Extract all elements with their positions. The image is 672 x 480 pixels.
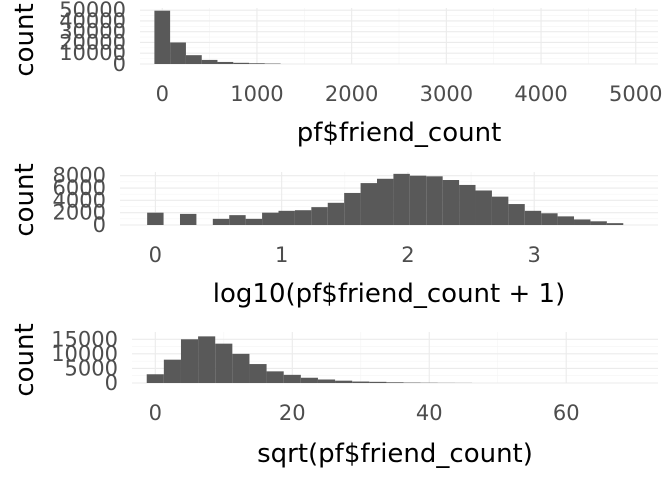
x-tick-label: 1 bbox=[275, 243, 288, 267]
y-tick-label: 8000 bbox=[53, 164, 106, 188]
histogram-bar bbox=[377, 178, 394, 225]
histogram-bar bbox=[179, 213, 197, 225]
histogram-bar bbox=[606, 223, 624, 225]
histogram-bar bbox=[393, 173, 410, 225]
histogram-bar bbox=[266, 371, 284, 383]
histogram-bar bbox=[327, 202, 345, 225]
histogram-bar bbox=[154, 10, 171, 65]
y-tick-label: 50000 bbox=[59, 0, 126, 22]
y-tick-label: 20000 bbox=[59, 30, 126, 54]
histogram-bar bbox=[590, 221, 607, 225]
histogram-bar bbox=[459, 184, 476, 225]
x-tick-label: 2000 bbox=[325, 82, 378, 106]
histogram-bar bbox=[541, 213, 558, 225]
y-tick-label: 15000 bbox=[51, 327, 118, 351]
histogram-bar bbox=[215, 343, 233, 383]
histogram-bar bbox=[574, 219, 591, 225]
y-tick-label: 5000 bbox=[65, 356, 118, 380]
histogram-bar bbox=[180, 339, 199, 383]
histogram-bar bbox=[232, 353, 250, 383]
y-tick-label: 40000 bbox=[59, 9, 126, 33]
y-tick-label: 0 bbox=[93, 213, 106, 237]
histogram-bar bbox=[317, 379, 336, 383]
histogram-bar bbox=[170, 42, 186, 64]
y-tick-label: 0 bbox=[105, 371, 118, 395]
y-tick-label: 0 bbox=[113, 52, 126, 76]
histogram-bar bbox=[278, 210, 295, 225]
histogram-bar bbox=[386, 382, 404, 383]
x-tick-label: 1000 bbox=[230, 82, 283, 106]
x-tick-label: 0 bbox=[149, 243, 162, 267]
histogram-bar bbox=[201, 59, 218, 64]
histogram-bar bbox=[198, 336, 216, 383]
x-tick-label: 60 bbox=[553, 401, 580, 425]
histogram-bar bbox=[249, 364, 267, 383]
y-tick-label: 10000 bbox=[51, 342, 118, 366]
histogram-bar bbox=[300, 377, 318, 383]
x-tick-label: 2 bbox=[401, 243, 414, 267]
x-axis-title: sqrt(pf$friend_count) bbox=[257, 439, 533, 469]
y-tick-label: 10000 bbox=[59, 41, 126, 65]
x-tick-label: 3000 bbox=[420, 82, 473, 106]
log10-friend-count-panel: 0 1 2 302000400060008000log10(pf$friend_cou… bbox=[10, 163, 658, 309]
x-tick-label: 0 bbox=[149, 401, 162, 425]
x-tick-label: 0 bbox=[156, 82, 169, 106]
y-tick-label: 6000 bbox=[53, 176, 106, 200]
histogram-bar bbox=[249, 63, 265, 64]
histogram-bar bbox=[369, 381, 387, 383]
x-tick-label: 20 bbox=[279, 401, 306, 425]
y-axis-title: count bbox=[10, 163, 40, 236]
histogram-bar bbox=[442, 180, 460, 225]
x-tick-label: 3 bbox=[528, 243, 541, 267]
y-axis-title: count bbox=[10, 3, 40, 76]
histogram-bar bbox=[491, 196, 509, 225]
histogram-bar bbox=[217, 61, 234, 64]
histogram-bar bbox=[335, 380, 353, 383]
histogram-bar bbox=[360, 183, 378, 225]
histogram-bar bbox=[163, 359, 181, 383]
histogram-bar bbox=[294, 210, 312, 225]
histogram-bar bbox=[262, 212, 279, 225]
histogram-bar bbox=[146, 374, 164, 383]
histogram-bar bbox=[475, 190, 492, 225]
y-tick-label: 4000 bbox=[53, 188, 106, 212]
x-tick-label: 4000 bbox=[514, 82, 567, 106]
histogram-bar bbox=[283, 374, 301, 383]
histogram-bar bbox=[352, 381, 370, 383]
histogram-bar bbox=[508, 204, 525, 225]
histogram-bar bbox=[557, 216, 575, 225]
sqrt-friend-count-panel: 0 20 40 60050001000015000sqrt(pf$friend_cou… bbox=[10, 323, 658, 469]
x-axis-title: pf$friend_count bbox=[297, 118, 502, 148]
histogram-bar bbox=[185, 55, 202, 64]
y-tick-label: 2000 bbox=[53, 201, 106, 225]
x-tick-label: 40 bbox=[416, 401, 443, 425]
y-tick-label: 30000 bbox=[59, 20, 126, 44]
histogram-bar bbox=[344, 192, 361, 225]
histogram-bar bbox=[245, 218, 263, 225]
histogram-bar bbox=[426, 176, 443, 225]
x-tick-label: 5000 bbox=[609, 82, 662, 106]
histogram-bar bbox=[311, 207, 328, 225]
y-axis-title: count bbox=[10, 323, 40, 396]
histogram-bar bbox=[212, 218, 230, 225]
x-axis-title: log10(pf$friend_count + 1) bbox=[213, 279, 565, 309]
histogram-bar bbox=[147, 212, 164, 225]
histogram-bar bbox=[524, 210, 542, 225]
friend-count-panel: 0 1000 2000 3000 4000 50000100002000030000400… bbox=[10, 0, 662, 148]
histogram-bar bbox=[233, 62, 250, 64]
histogram-bar bbox=[229, 215, 246, 225]
histogram-bar bbox=[409, 175, 427, 225]
